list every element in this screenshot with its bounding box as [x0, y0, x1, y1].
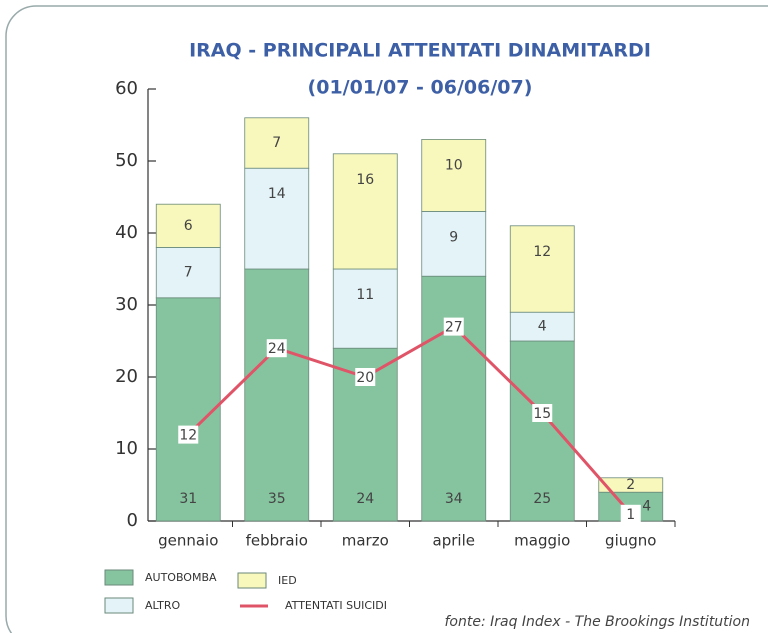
data-label: 4	[538, 319, 547, 335]
bar-segment	[244, 167, 310, 270]
bar-segment	[509, 225, 575, 313]
data-label: 14	[268, 186, 286, 202]
data-label: 25	[533, 491, 551, 507]
line-series	[187, 324, 632, 515]
bar-segment	[155, 297, 221, 522]
x-tick-label: marzo	[342, 532, 389, 550]
data-label: 7	[272, 135, 281, 151]
line-label: 1	[626, 507, 635, 523]
data-label: 12	[533, 244, 551, 260]
line-label-box	[443, 317, 464, 336]
x-tick-label: maggio	[514, 532, 570, 550]
data-label: 4	[642, 499, 651, 515]
data-label: 7	[184, 265, 193, 281]
y-tick-label: 20	[115, 366, 138, 387]
legend-label: IED	[278, 574, 297, 587]
line-label-box	[532, 404, 553, 422]
y-tick-label: 30	[115, 294, 138, 315]
line-label-box	[355, 368, 376, 386]
y-tick-label: 50	[115, 150, 138, 171]
legend-label: AUTOBOMBA	[145, 571, 217, 584]
data-label: 11	[356, 287, 374, 303]
legend-swatch	[104, 569, 134, 586]
line-label: 24	[268, 341, 286, 357]
bar-segment	[244, 117, 310, 169]
bar-segment	[332, 153, 398, 270]
data-label: 10	[445, 157, 463, 173]
bar-segment	[244, 268, 310, 522]
data-label: 2	[626, 477, 635, 493]
chart-title: IRAQ - PRINCIPALI ATTENTATI DINAMITARDI	[189, 40, 651, 62]
line-label-box	[266, 339, 287, 358]
x-tick-label: aprile	[433, 532, 475, 550]
legend-label: ATTENTATI SUICIDI	[285, 599, 387, 612]
source: fonte: Iraq Index - The Brookings Instit…	[444, 614, 750, 630]
y-tick-label: 10	[115, 438, 138, 459]
bar-segment	[509, 340, 575, 522]
data-label: 31	[179, 491, 197, 507]
legend-label: ALTRO	[145, 599, 181, 612]
bar-segment	[598, 477, 664, 493]
chart-subtitle: (01/01/07 - 06/06/07)	[308, 77, 533, 99]
bar-segment	[421, 138, 487, 212]
data-label: 16	[356, 172, 374, 188]
data-label: 35	[268, 491, 286, 507]
bar-segment	[332, 268, 398, 349]
bar-segment	[155, 246, 221, 299]
x-tick-label: giugno	[605, 532, 656, 550]
line-label: 27	[445, 320, 463, 336]
line-label: 20	[356, 370, 374, 386]
x-tick-label: gennaio	[158, 532, 218, 550]
legend-swatch	[237, 572, 267, 589]
data-label: 24	[356, 491, 374, 507]
data-label: 9	[449, 229, 458, 245]
bar-segment	[421, 275, 487, 522]
y-tick-label: 40	[115, 222, 138, 243]
line-label: 15	[533, 406, 551, 422]
bar-segment	[155, 203, 221, 248]
y-tick-label: 60	[115, 78, 138, 99]
legend-swatch	[104, 597, 134, 614]
line-label: 12	[179, 428, 197, 444]
line-label-box	[178, 425, 199, 444]
data-label: 34	[445, 491, 463, 507]
y-tick-label: 0	[127, 510, 138, 531]
line-label-box	[620, 504, 641, 523]
x-tick-label: febbraio	[246, 532, 308, 550]
data-label: 6	[184, 218, 193, 234]
